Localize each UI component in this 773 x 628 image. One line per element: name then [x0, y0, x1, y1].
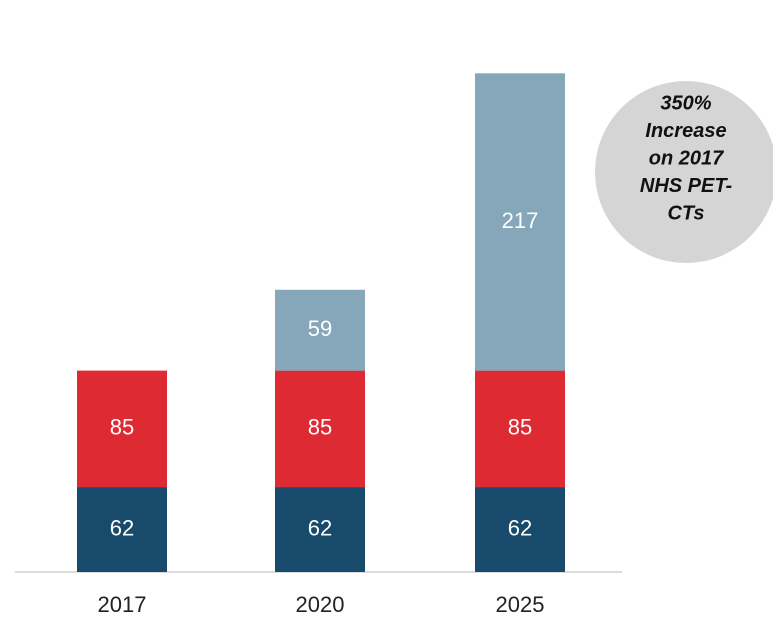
- annotation-line: Increase: [645, 120, 726, 142]
- x-tick-label: 2017: [98, 592, 147, 617]
- value-label: 217: [502, 208, 539, 233]
- bar-segment: [77, 487, 167, 572]
- bar-segment: [275, 370, 365, 488]
- value-label: 85: [110, 415, 134, 440]
- annotation-line: NHS PET-: [640, 175, 733, 197]
- bar-segment: [275, 289, 365, 371]
- value-label: 62: [308, 515, 332, 540]
- bar-segment: [475, 370, 565, 488]
- bar-segment: [475, 487, 565, 572]
- bar-segment: [77, 370, 167, 488]
- annotation-line: on 2017: [649, 147, 724, 169]
- value-label: 62: [110, 515, 134, 540]
- value-label: 62: [508, 515, 532, 540]
- value-label: 59: [308, 316, 332, 341]
- value-label: 85: [508, 415, 532, 440]
- bar-segment: [275, 487, 365, 572]
- annotation-bubble: [595, 81, 773, 263]
- value-label: 85: [308, 415, 332, 440]
- bar-segment: [475, 73, 565, 371]
- x-tick-label: 2025: [496, 592, 545, 617]
- annotation-line: 350%: [660, 92, 711, 114]
- annotation-line: CTs: [667, 202, 704, 224]
- x-tick-label: 2020: [296, 592, 345, 617]
